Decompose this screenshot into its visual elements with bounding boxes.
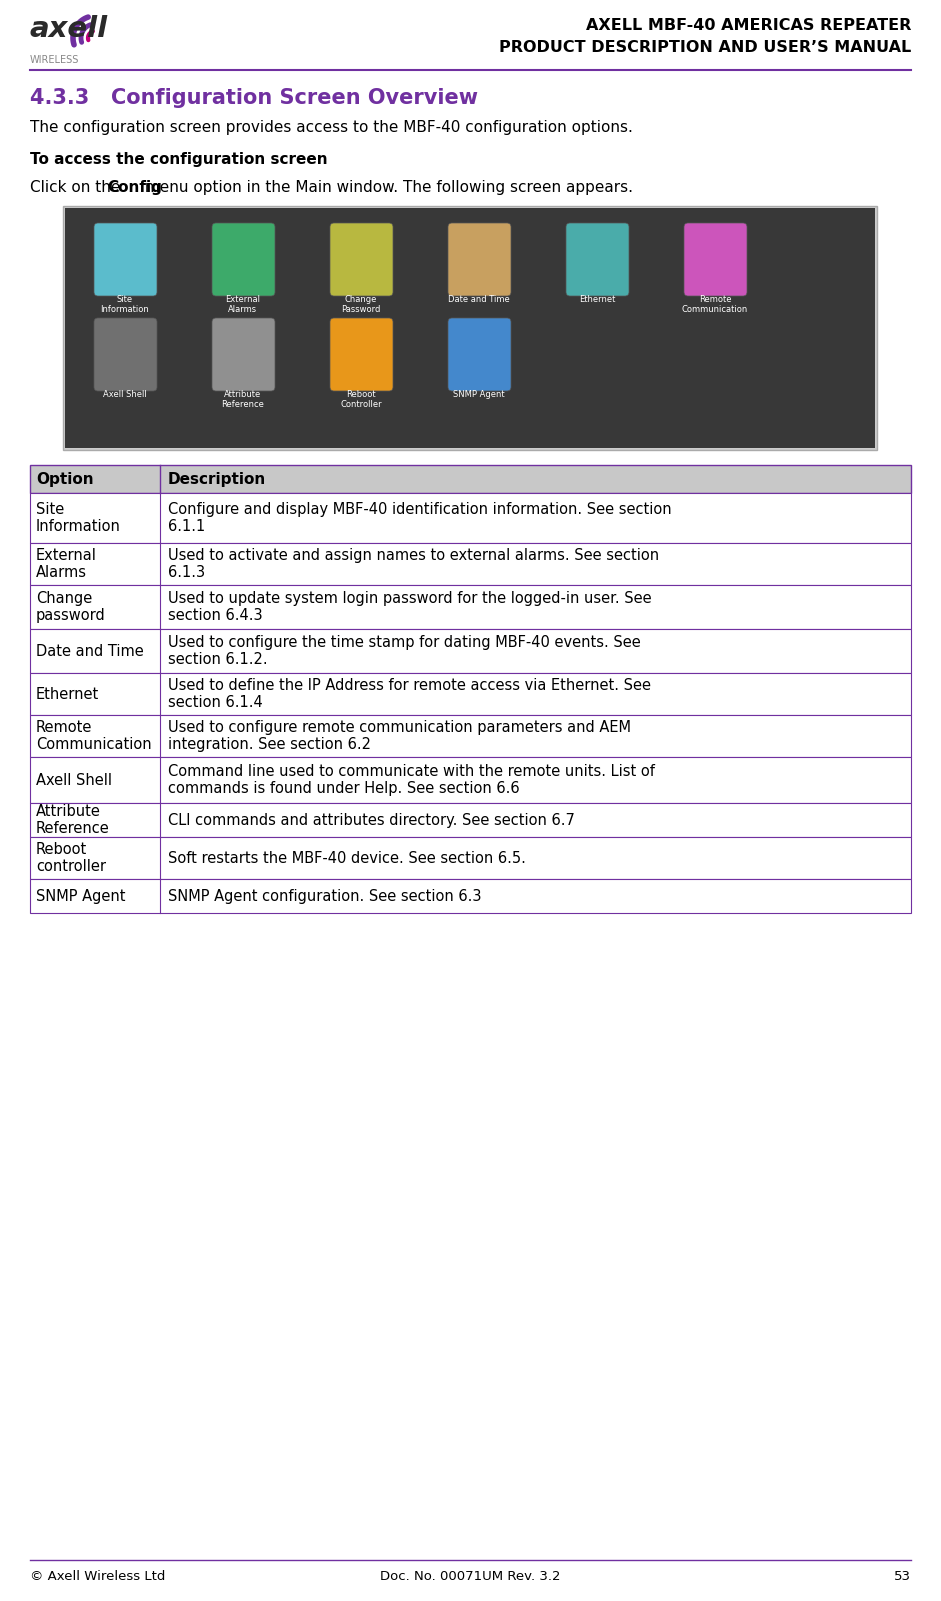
Text: Attribute
Reference: Attribute Reference (221, 391, 264, 410)
Text: SNMP Agent configuration. See section 6.3: SNMP Agent configuration. See section 6.… (168, 889, 482, 903)
FancyBboxPatch shape (684, 223, 747, 296)
Text: Ethernet: Ethernet (579, 295, 615, 304)
Text: © Axell Wireless Ltd: © Axell Wireless Ltd (30, 1571, 166, 1583)
Text: Config: Config (107, 179, 162, 195)
Bar (30, 584, 911, 629)
Text: Reboot
Controller: Reboot Controller (341, 391, 382, 410)
FancyBboxPatch shape (566, 223, 629, 296)
Text: Site
Information: Site Information (36, 501, 120, 535)
Text: SNMP Agent: SNMP Agent (454, 391, 504, 399)
Text: Used to configure the time stamp for dating MBF-40 events. See
section 6.1.2.: Used to configure the time stamp for dat… (168, 636, 641, 668)
Text: SNMP Agent: SNMP Agent (36, 889, 125, 903)
FancyBboxPatch shape (448, 319, 511, 391)
Text: WIRELESS: WIRELESS (30, 54, 79, 66)
FancyBboxPatch shape (448, 223, 511, 296)
Bar (30, 543, 911, 584)
FancyBboxPatch shape (94, 319, 157, 391)
Text: Site
Information: Site Information (101, 295, 150, 314)
Text: Change
Password: Change Password (342, 295, 381, 314)
FancyBboxPatch shape (212, 319, 275, 391)
Text: Change
password: Change password (36, 591, 105, 623)
Bar (30, 672, 911, 716)
Text: Configure and display MBF-40 identification information. See section
6.1.1: Configure and display MBF-40 identificat… (168, 501, 672, 535)
FancyBboxPatch shape (94, 223, 157, 296)
Text: Description: Description (168, 472, 266, 487)
Text: External
Alarms: External Alarms (36, 548, 97, 580)
FancyBboxPatch shape (330, 223, 393, 296)
Text: External
Alarms: External Alarms (226, 295, 261, 314)
FancyBboxPatch shape (330, 319, 393, 391)
Text: Remote
Communication: Remote Communication (36, 720, 152, 752)
Bar (30, 837, 911, 879)
Text: axell: axell (30, 14, 108, 43)
Text: To access the configuration screen: To access the configuration screen (30, 152, 327, 167)
Bar (30, 879, 911, 913)
Bar (30, 716, 911, 757)
Text: Ethernet: Ethernet (36, 687, 99, 701)
Text: Attribute
Reference: Attribute Reference (36, 804, 110, 836)
Text: Click on the: Click on the (30, 179, 125, 195)
Text: The configuration screen provides access to the MBF-40 configuration options.: The configuration screen provides access… (30, 120, 633, 134)
Text: Used to activate and assign names to external alarms. See section
6.1.3: Used to activate and assign names to ext… (168, 548, 659, 580)
Text: Soft restarts the MBF-40 device. See section 6.5.: Soft restarts the MBF-40 device. See sec… (168, 850, 526, 866)
Bar (30, 757, 911, 804)
Text: Used to update system login password for the logged-in user. See
section 6.4.3: Used to update system login password for… (168, 591, 651, 623)
Bar (30, 464, 911, 493)
FancyBboxPatch shape (212, 223, 275, 296)
Text: Date and Time: Date and Time (448, 295, 510, 304)
Text: Remote
Communication: Remote Communication (682, 295, 748, 314)
Text: Reboot
controller: Reboot controller (36, 842, 106, 874)
Text: CLI commands and attributes directory. See section 6.7: CLI commands and attributes directory. S… (168, 812, 575, 828)
Text: 4.3.3   Configuration Screen Overview: 4.3.3 Configuration Screen Overview (30, 88, 478, 107)
Text: Doc. No. 00071UM Rev. 3.2: Doc. No. 00071UM Rev. 3.2 (380, 1571, 560, 1583)
Text: Used to define the IP Address for remote access via Ethernet. See
section 6.1.4: Used to define the IP Address for remote… (168, 677, 651, 711)
Bar (65, 208, 875, 448)
Text: Used to configure remote communication parameters and AEM
integration. See secti: Used to configure remote communication p… (168, 720, 631, 752)
Bar (63, 207, 877, 450)
Text: Axell Shell: Axell Shell (36, 773, 112, 788)
Text: 53: 53 (894, 1571, 911, 1583)
Bar (30, 629, 911, 672)
Text: PRODUCT DESCRIPTION AND USER’S MANUAL: PRODUCT DESCRIPTION AND USER’S MANUAL (499, 40, 911, 54)
Bar (30, 804, 911, 837)
Text: AXELL MBF-40 AMERICAS REPEATER: AXELL MBF-40 AMERICAS REPEATER (585, 18, 911, 34)
Text: Axell Shell: Axell Shell (104, 391, 147, 399)
Text: Option: Option (36, 472, 93, 487)
Text: Date and Time: Date and Time (36, 644, 144, 658)
Text: menu option in the Main window. The following screen appears.: menu option in the Main window. The foll… (140, 179, 633, 195)
Text: Command line used to communicate with the remote units. List of
commands is foun: Command line used to communicate with th… (168, 764, 655, 796)
Bar (30, 493, 911, 543)
